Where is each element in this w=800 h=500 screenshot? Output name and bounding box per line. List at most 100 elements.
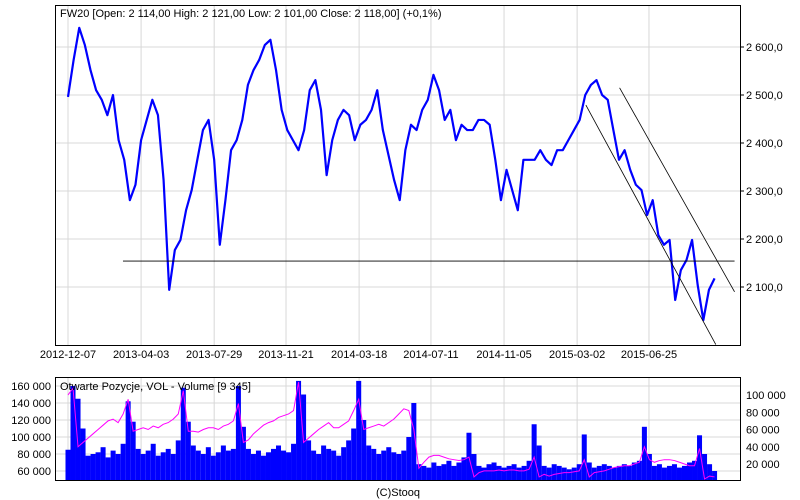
y-tick-label: 2 500,0 (746, 90, 783, 102)
volume-bar (461, 457, 467, 480)
volume-bar (230, 448, 236, 480)
volume-bar (431, 462, 437, 480)
volume-bar (321, 445, 327, 480)
volume-bar (656, 464, 662, 480)
volume-bar (686, 462, 693, 480)
volume-bar (426, 467, 432, 480)
volume-bar (215, 452, 221, 480)
volume-bar (366, 445, 372, 480)
volume-bar (621, 464, 627, 480)
volume-bar (541, 465, 547, 480)
volume-bar (175, 440, 181, 480)
volume-bar (100, 447, 106, 480)
price-panel-frame (55, 5, 741, 346)
volume-bar (281, 450, 287, 480)
volume-bar (421, 465, 427, 480)
volume-bar (270, 448, 277, 480)
volume-bar (291, 443, 297, 480)
volume-bar (255, 450, 261, 480)
volume-bar (581, 434, 587, 480)
volume-bar (95, 452, 101, 480)
volume-bar (115, 454, 121, 480)
volume-bar (606, 465, 612, 480)
volume-bar (451, 465, 457, 480)
volume-bar (371, 448, 377, 480)
volume-bar (65, 449, 71, 480)
left-y-tick-label: 100 000 (11, 432, 51, 444)
volume-bar (661, 467, 667, 480)
volume-bar (446, 460, 452, 480)
volume-bar (210, 455, 216, 480)
volume-bar (626, 465, 632, 480)
volume-bar (155, 455, 161, 480)
volume-bar (346, 440, 352, 480)
volume-bar (381, 450, 387, 480)
volume-bar (466, 432, 472, 480)
price-series-line (66, 26, 716, 322)
volume-bar (406, 437, 412, 480)
volume-bar (265, 452, 271, 480)
volume-bar (536, 445, 542, 480)
volume-bar (391, 452, 397, 480)
y-tick-label: 2 300,0 (746, 186, 783, 198)
volume-bar (396, 454, 402, 480)
trend-channel-line (619, 87, 735, 292)
volume-bar (200, 454, 206, 480)
x-tick-label: 2014-03-18 (331, 349, 387, 361)
volume-bar (110, 450, 116, 480)
left-y-tick-label: 140 000 (11, 398, 51, 410)
volume-bar (556, 465, 562, 480)
volume-bar (531, 424, 537, 480)
volume-bar (195, 450, 201, 480)
volume-bar (160, 452, 166, 480)
volume-bar (501, 467, 507, 480)
volume-bar (376, 454, 382, 480)
volume-bar (496, 465, 502, 480)
volume-bar (707, 464, 713, 480)
y-tick-label: 2 600,0 (746, 42, 783, 54)
volume-bar (150, 443, 156, 480)
volume-bar (712, 471, 718, 480)
volume-bar (125, 401, 131, 480)
volume-bar (506, 465, 512, 480)
x-tick-label: 2013-04-03 (113, 349, 169, 361)
volume-bar (616, 465, 622, 480)
left-y-tick-label: 120 000 (11, 415, 51, 427)
volume-bar (481, 467, 487, 480)
volume-bar (80, 428, 86, 480)
volume-bar (401, 450, 407, 480)
volume-bar (286, 452, 292, 480)
volume-bar (596, 465, 602, 480)
volume-bar (526, 460, 532, 480)
volume-bar (260, 455, 266, 480)
volume-bar (697, 435, 703, 480)
volume-bar (671, 464, 677, 480)
volume-panel-title: Otwarte Pozycje, VOL - Volume [9 345] (60, 381, 251, 393)
y-tick-label: 2 200,0 (746, 234, 783, 246)
x-tick-label: 2015-03-02 (549, 349, 605, 361)
x-tick-label: 2015-06-25 (621, 349, 677, 361)
left-y-tick-label: 60 000 (17, 466, 51, 478)
open-interest-line (67, 381, 715, 480)
x-tick-label: 2013-11-21 (258, 349, 313, 361)
right-y-tick-label: 40 000 (746, 442, 780, 454)
volume-bar (250, 454, 256, 480)
volume-bar (641, 426, 647, 480)
volume-bar (75, 398, 81, 480)
volume-bar (571, 467, 577, 480)
volume-bar (90, 454, 96, 480)
y-tick-label: 2 400,0 (746, 138, 783, 150)
volume-panel-frame (55, 377, 741, 481)
volume-bar (471, 454, 477, 480)
volume-bar (351, 428, 357, 480)
volume-bar (456, 462, 462, 480)
volume-bar (611, 467, 617, 480)
volume-bar (85, 455, 91, 480)
volume-bar (566, 469, 572, 480)
volume-bar (170, 454, 176, 480)
volume-bar (546, 467, 552, 480)
volume-bar (386, 447, 392, 480)
volume-bar (190, 445, 196, 480)
volume-bar (341, 447, 347, 480)
volume-bar (551, 464, 557, 480)
